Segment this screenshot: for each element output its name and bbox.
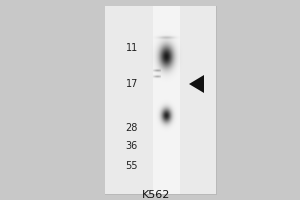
Bar [105, 6, 216, 194]
Text: 55: 55 [125, 161, 138, 171]
Text: K562: K562 [142, 190, 170, 200]
Text: 28: 28 [126, 123, 138, 133]
Text: 17: 17 [126, 79, 138, 89]
Text: 11: 11 [126, 43, 138, 53]
Text: 36: 36 [126, 141, 138, 151]
Polygon shape [189, 75, 204, 93]
